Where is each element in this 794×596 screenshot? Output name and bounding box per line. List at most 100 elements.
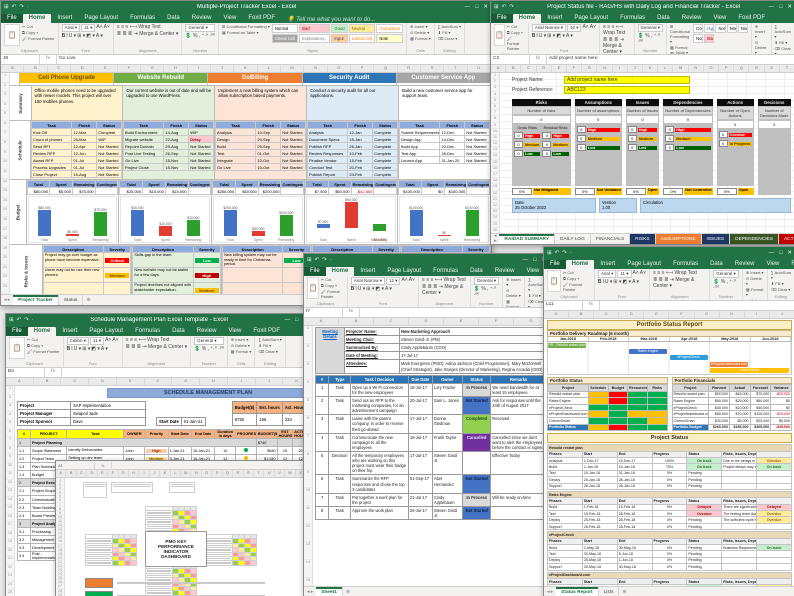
task-row[interactable]: Analysis 10-Sep Not Started — [215, 128, 307, 136]
excel-icon[interactable]: ⊞ — [494, 3, 499, 10]
quick-access-toolbar[interactable]: ⊞ ↶ ↷ · — [494, 4, 519, 10]
rag-chip-count[interactable]: 0 — [542, 150, 552, 157]
font-name-box[interactable]: Arial ▾ — [61, 24, 81, 32]
portfolio-fin-row[interactable]: ChemoSmart $30,000 $5,000 $25,000 $5,000 — [671, 416, 792, 425]
italic-button[interactable]: I — [71, 346, 73, 352]
fx-icon[interactable]: fx — [95, 462, 112, 468]
underline-button[interactable]: U ▾ — [357, 286, 366, 292]
sheet-nav-icons[interactable]: ◂ ▸ — [547, 589, 554, 595]
ribbon-tab-formulas[interactable]: Formulas — [433, 268, 459, 274]
minimize-icon[interactable]: — — [768, 249, 775, 256]
task-row[interactable]: Integrate 10-Oct Not Started — [215, 156, 307, 164]
ribbon-tab-file[interactable]: File — [6, 327, 28, 336]
roadmap-bar[interactable]: HR - Rebuild restart plan — [548, 343, 587, 348]
shrink-font-icon[interactable]: A˅ — [112, 337, 119, 343]
task-row[interactable]: Close Project 15-Aug Not Started — [31, 170, 123, 178]
rag-chip-count[interactable]: 0 — [542, 132, 552, 139]
sheet-tab-risks[interactable]: RISKS — [630, 234, 656, 244]
cut-button[interactable]: ✂ Cut — [506, 24, 518, 29]
ribbon-tab-formulas[interactable]: Formulas — [673, 261, 699, 267]
task-row[interactable]: Build App 20-Dec Not Started — [399, 142, 491, 150]
sheet-tab-issues[interactable]: ISSUES — [701, 234, 731, 244]
ribbon-tab-page-layout[interactable]: Page Layout — [89, 328, 124, 334]
undo-icon[interactable]: ↶ — [16, 316, 22, 323]
number-format-box[interactable]: General ▾ — [194, 337, 224, 345]
paste-button[interactable]: 📋 — [307, 277, 319, 299]
risk-row[interactable]: Users may not be use their new phones. Me… — [42, 267, 132, 283]
ribbon-tab-file[interactable]: File — [544, 260, 566, 269]
ribbon-tab-insert[interactable]: Insert — [600, 261, 616, 267]
style-chip[interactable]: Bad — [704, 34, 715, 43]
ribbon-tab-page-layout[interactable]: Page Layout — [84, 15, 119, 21]
rag-column-count[interactable]: 0 — [625, 115, 660, 124]
maximize-icon[interactable]: □ — [779, 249, 783, 256]
fx-icon[interactable]: fx — [530, 55, 547, 64]
style-chip[interactable]: Check Cell — [271, 34, 299, 43]
minimize-icon[interactable]: — — [522, 256, 529, 263]
copy-button[interactable]: ⧉ Copy ▾ — [506, 30, 523, 35]
minutes-row[interactable]: 7 Task Put together a work plan for the pr… — [314, 492, 547, 507]
rag-footer-pct[interactable]: 0% — [663, 188, 684, 195]
minimize-icon[interactable]: — — [464, 3, 471, 10]
rag-chip-count[interactable]: 0 — [576, 135, 586, 142]
name-box[interactable]: J8 — [1, 55, 40, 64]
grow-font-icon[interactable]: A˄ — [105, 337, 112, 343]
section-row[interactable]: Support 28-Feb-18 28-Feb-18 0% Pending — [547, 522, 792, 531]
font-color-button[interactable]: A ▾ — [565, 33, 573, 39]
smp-info-value[interactable]: SAP Implementation — [70, 401, 146, 410]
task-row[interactable]: Test 01-Oct Not Started — [215, 149, 307, 157]
new-sheet-button[interactable]: ⊕ — [86, 297, 91, 303]
qat-more-icon[interactable]: · — [329, 256, 332, 263]
borders-button[interactable]: ⊞ ▾ — [547, 33, 556, 39]
redo-icon[interactable]: ↷ — [19, 3, 24, 10]
font-name-box[interactable]: Calibri ▾ — [66, 337, 89, 345]
sheet-tab-project-tracker[interactable]: Project Tracker — [13, 295, 59, 305]
style-chip[interactable]: Good — [331, 24, 348, 33]
ribbon-tab-home[interactable]: Home — [325, 267, 355, 276]
align-top-icons[interactable]: ≡ ≡ ≡ ⟻ Wrap Text — [603, 24, 626, 36]
number-icons[interactable]: 💲 % , ⁺·⁰ ·⁰⁰ — [637, 33, 661, 45]
shrink-font-icon[interactable]: A˅ — [639, 270, 647, 276]
rag-chip-count[interactable]: 0 — [665, 126, 675, 133]
insert-cells-button[interactable]: ⊕ Insert ▾ — [410, 24, 428, 29]
insert-cells-button[interactable]: ⊕ Insert ▾ — [745, 270, 764, 275]
ribbon-tab-view[interactable]: View — [713, 15, 727, 21]
rag-column-count[interactable]: 0 — [663, 115, 713, 124]
task-row[interactable]: Go Live 10-Oct Not Started — [215, 163, 307, 171]
name-box[interactable]: A1 — [56, 461, 95, 469]
fill-button[interactable]: ⬇ Fill ▾ — [528, 293, 541, 298]
excel-icon[interactable]: ⊞ — [307, 256, 312, 263]
quick-access-toolbar[interactable]: ⊞ ↶ ↷ · — [307, 257, 332, 263]
undo-icon[interactable]: ↶ — [554, 249, 560, 256]
quick-access-toolbar[interactable]: ⊞ ↶ ↷ · — [4, 4, 29, 10]
qat-more-icon[interactable]: · — [569, 249, 572, 256]
maximize-icon[interactable]: □ — [295, 316, 299, 323]
fx-icon[interactable]: fx — [45, 368, 62, 377]
ribbon-tab-foxit-pdf[interactable]: Foxit PDF — [248, 15, 276, 21]
rag-chip-count[interactable]: 0 — [514, 132, 523, 139]
rag-chip-count[interactable]: 0 — [627, 135, 637, 142]
rag-chip-count[interactable]: 0 — [514, 141, 523, 148]
style-chip[interactable]: Hyperlink 2 — [704, 24, 715, 33]
font-color-button[interactable]: A ▾ — [384, 286, 392, 292]
fill-button[interactable]: ⬇ Fill ▾ — [774, 40, 788, 45]
sheet-tab-status-report[interactable]: Status Report — [556, 587, 599, 596]
section-row[interactable]: Build 1-Feb-18 15-Feb-18 5% Delayed There are… — [547, 503, 792, 512]
style-chip[interactable]: Normal — [271, 24, 299, 33]
rag-chip-count[interactable]: 0 — [576, 144, 586, 151]
budget-values-row[interactable]: $80,000 $5,000 $75,000 — [26, 187, 119, 195]
number-format-box[interactable]: General ▾ — [473, 277, 500, 285]
portfolio-fin-row[interactable]: eProjectCheck $40,000 $10,000 $40,000 $0 — [671, 403, 792, 412]
risk-row[interactable]: Skills gap in the team. Low — [132, 252, 222, 268]
align-bottom-icons[interactable]: ≣ ≣ ≣ ⇥ Merge & Center ▾ — [422, 284, 464, 296]
meeting-detail-row[interactable]: Meeting Details Projects' Name: New Market… — [315, 326, 547, 374]
autosum-button[interactable]: ∑ AutoSum ▾ — [774, 24, 791, 39]
sheet-tab-status[interactable]: Status — [59, 295, 84, 305]
rag-chip-count[interactable]: 0 — [627, 126, 637, 133]
autosum-button[interactable]: ∑ AutoSum ▾ — [258, 337, 282, 342]
fx-icon[interactable]: fx — [343, 308, 360, 317]
font-size-box[interactable]: 11 ▾ — [81, 24, 96, 32]
maximize-icon[interactable]: □ — [533, 256, 537, 263]
portfolio-status-row[interactable]: Rebuild restart plan — [547, 390, 668, 399]
